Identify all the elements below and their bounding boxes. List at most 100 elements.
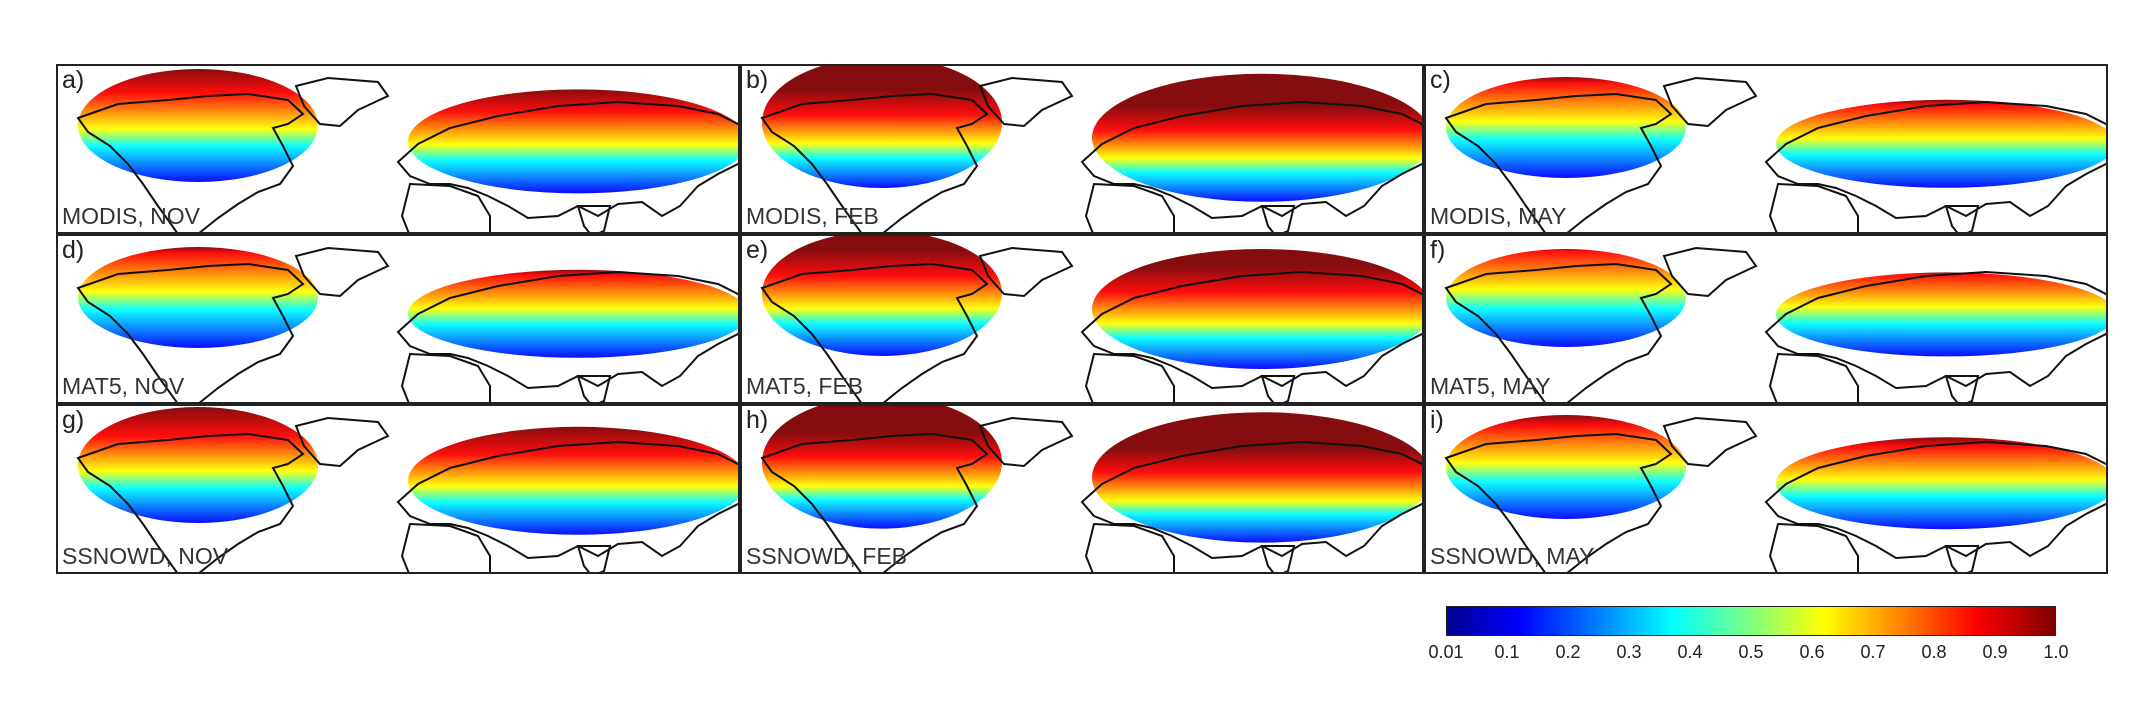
map-canvas [760,66,1422,232]
india-coastline [1260,205,1296,232]
eurasia-coastline [1080,100,1422,220]
snow-cover-field [408,269,738,358]
snow-cover-field [1446,249,1686,347]
north-america-coastline [760,92,989,232]
colorbar-tick-label: 0.8 [1921,642,1947,662]
india-coastline [1944,205,1980,232]
snow-cover-field [1092,412,1422,543]
map-canvas [760,236,1422,402]
greenland-coastline [294,416,390,468]
africa-coastline [400,182,491,232]
panel-caption: SSNOWD, NOV [62,543,229,569]
map-panel: c) MODIS, MAY [1424,64,2108,234]
snow-cover-field [1776,437,2106,530]
map-canvas [76,246,738,402]
panel-caption: MAT5, MAY [1430,373,1551,399]
panel-letter: a) [62,66,85,94]
snow-cover-field [1092,249,1422,369]
north-america-coastline [1444,432,1673,572]
north-america-coastline [760,432,989,572]
north-america-coastline [1444,92,1673,232]
snow-cover-field [78,69,318,182]
greenland-coastline [294,246,390,298]
eurasia-coastline [1764,270,2106,390]
india-coastline [1260,375,1296,402]
eurasia-coastline [1764,100,2106,220]
snow-cover-field [408,89,738,194]
snow-cover-field [1776,272,2106,357]
colorbar-tick-label: 0.5 [1738,642,1764,662]
snow-cover-field [1446,415,1686,519]
north-america-coastline [76,92,305,232]
map-canvas [760,406,1422,572]
snow-cover-field [762,66,1002,188]
eurasia-coastline [396,440,738,560]
map-canvas [1444,415,2106,572]
snow-cover-field [1776,99,2106,188]
map-panel: a) MODIS, NOV [56,64,740,234]
panel-caption: MODIS, MAY [1430,203,1567,229]
map-panel: b) MODIS, FEB [740,64,1424,234]
north-america-coastline [76,432,305,572]
india-coastline [1260,545,1296,572]
africa-coastline [1768,522,1859,572]
colorbar: 0.01 0.1 0.2 0.3 0.4 0.5 0.6 0.7 0.8 0.9 1.0 [1428,606,2069,666]
map-panel: d) MAT5, NOV [56,234,740,404]
eurasia-coastline [1080,440,1422,560]
greenland-coastline [1662,416,1758,468]
colorbar-tick-label: 0.1 [1494,642,1520,662]
greenland-coastline [294,76,390,128]
panel-letter: b) [746,66,769,94]
colorbar-gradient [1446,606,2056,636]
greenland-coastline [978,76,1074,128]
colorbar-tick-label: 0.7 [1860,642,1886,662]
panel-caption: MODIS, NOV [62,203,201,229]
map-canvas [1444,76,2106,232]
panel-letter: d) [62,236,85,264]
greenland-coastline [978,246,1074,298]
colorbar-tick-label: 0.3 [1616,642,1642,662]
eurasia-coastline [1764,440,2106,560]
snow-cover-field [762,406,1002,529]
panel-letter: f) [1430,236,1446,264]
greenland-coastline [978,416,1074,468]
africa-coastline [1084,522,1175,572]
eurasia-coastline [1080,270,1422,390]
map-canvas [76,407,738,572]
greenland-coastline [1662,246,1758,298]
eurasia-coastline [396,100,738,220]
africa-coastline [1768,352,1859,402]
india-coastline [576,545,612,572]
snow-cover-field [1446,77,1686,178]
panel-caption: SSNOWD, FEB [746,543,908,569]
panel-caption: SSNOWD, MAY [1430,543,1595,569]
map-panel: i) SSNOWD, MAY [1424,404,2108,574]
north-america-coastline [760,262,989,402]
panel-caption: MAT5, FEB [746,373,864,399]
eurasia-coastline [396,270,738,390]
india-coastline [1944,545,1980,572]
greenland-coastline [1662,76,1758,128]
map-panel: h) SSNOWD, FEB [740,404,1424,574]
panel-letter: i) [1430,406,1444,434]
snow-cover-field [408,426,738,535]
map-canvas [1444,246,2106,402]
panel-letter: e) [746,236,769,264]
panel-letter: h) [746,406,769,434]
north-america-coastline [76,262,305,402]
colorbar-tick-label: 0.2 [1555,642,1581,662]
panel-caption: MODIS, FEB [746,203,879,229]
map-canvas [76,69,738,232]
colorbar-tick-label: 0.9 [1982,642,2008,662]
africa-coastline [1768,182,1859,232]
africa-coastline [1084,352,1175,402]
map-panel: e) MAT5, FEB [740,234,1424,404]
panel-caption: MAT5, NOV [62,373,185,399]
colorbar-tick-label: 0.6 [1799,642,1825,662]
map-panel: f) MAT5, MAY [1424,234,2108,404]
india-coastline [1944,375,1980,402]
africa-coastline [400,522,491,572]
north-america-coastline [1444,262,1673,402]
panel-letter: g) [62,406,85,434]
